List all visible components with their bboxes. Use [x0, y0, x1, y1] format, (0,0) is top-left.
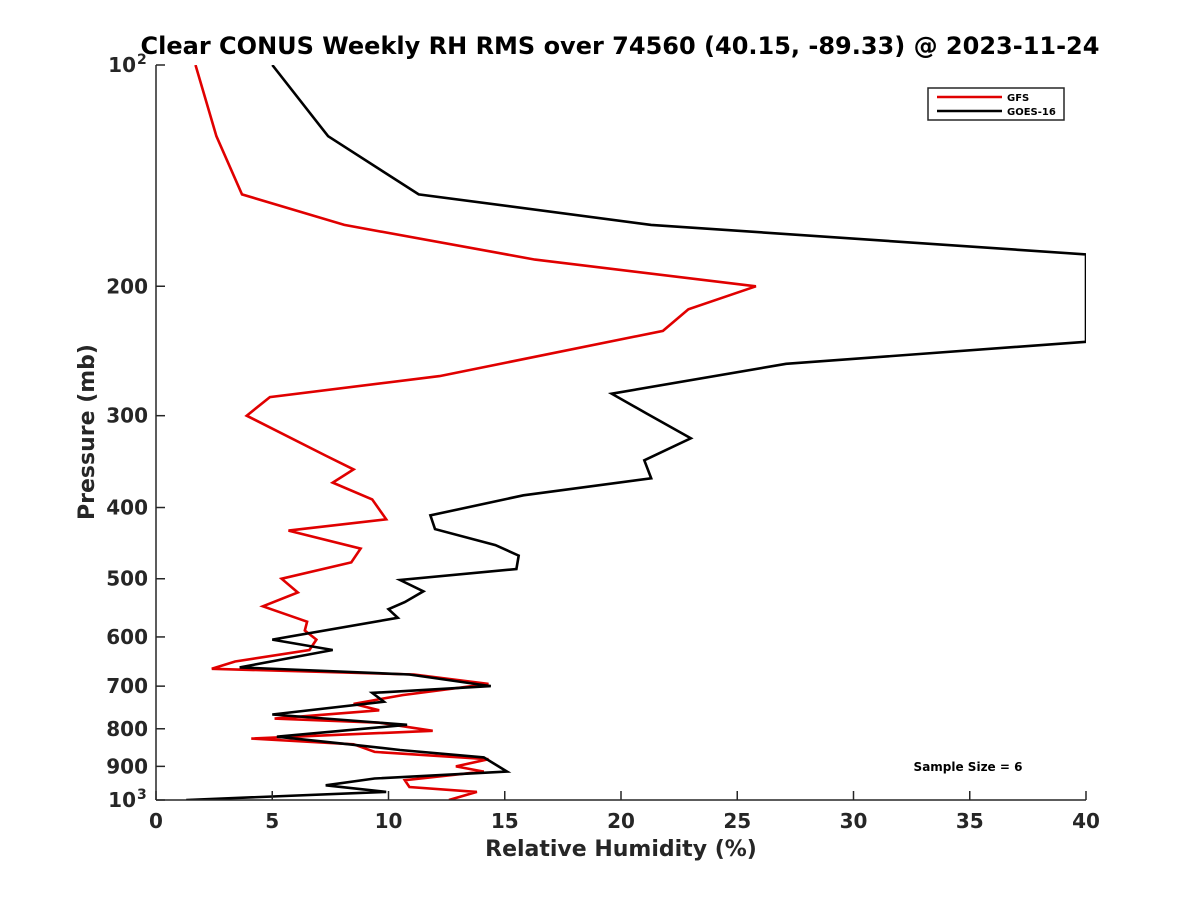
y-tick-label: 10 — [108, 788, 136, 812]
y-tick-exponent: 3 — [137, 787, 147, 803]
x-axis-label: Relative Humidity (%) — [485, 837, 757, 862]
legend-label-goes16: GOES-16 — [1007, 107, 1056, 118]
x-tick-label: 30 — [840, 809, 868, 833]
y-tick-label: 10 — [108, 53, 136, 77]
x-ticks: 0 5 10 15 20 25 30 35 40 — [149, 791, 1100, 833]
x-tick-label: 15 — [491, 809, 519, 833]
y-tick-label: 600 — [106, 625, 148, 649]
x-tick-label: 5 — [265, 809, 279, 833]
legend-box — [927, 87, 1065, 121]
sample-size-annotation: Sample Size = 6 — [914, 760, 1023, 774]
x-tick-label: 25 — [723, 809, 751, 833]
y-tick-label: 700 — [106, 674, 148, 698]
series-line-gfs — [194, 65, 757, 800]
x-tick-label: 0 — [149, 809, 163, 833]
x-tick-label: 10 — [375, 809, 403, 833]
y-tick-label: 400 — [106, 496, 148, 520]
y-tick-label: 900 — [106, 754, 148, 778]
series-layer — [186, 65, 1086, 800]
y-tick-label: 200 — [106, 274, 148, 298]
y-tick-exponent: 2 — [137, 52, 147, 68]
y-axis-label: Pressure (mb) — [75, 344, 100, 520]
x-tick-label: 35 — [956, 809, 984, 833]
y-tick-label: 300 — [106, 404, 148, 428]
x-tick-label: 20 — [607, 809, 635, 833]
chart-title: Clear CONUS Weekly RH RMS over 74560 (40… — [141, 32, 1100, 60]
legend-label-gfs: GFS — [1007, 93, 1029, 104]
legend: GFS GOES-16 — [927, 87, 1065, 121]
y-tick-label: 500 — [106, 567, 148, 591]
x-tick-label: 40 — [1072, 809, 1100, 833]
y-tick-label: 800 — [106, 717, 148, 741]
series-line-goes16 — [186, 65, 1086, 800]
